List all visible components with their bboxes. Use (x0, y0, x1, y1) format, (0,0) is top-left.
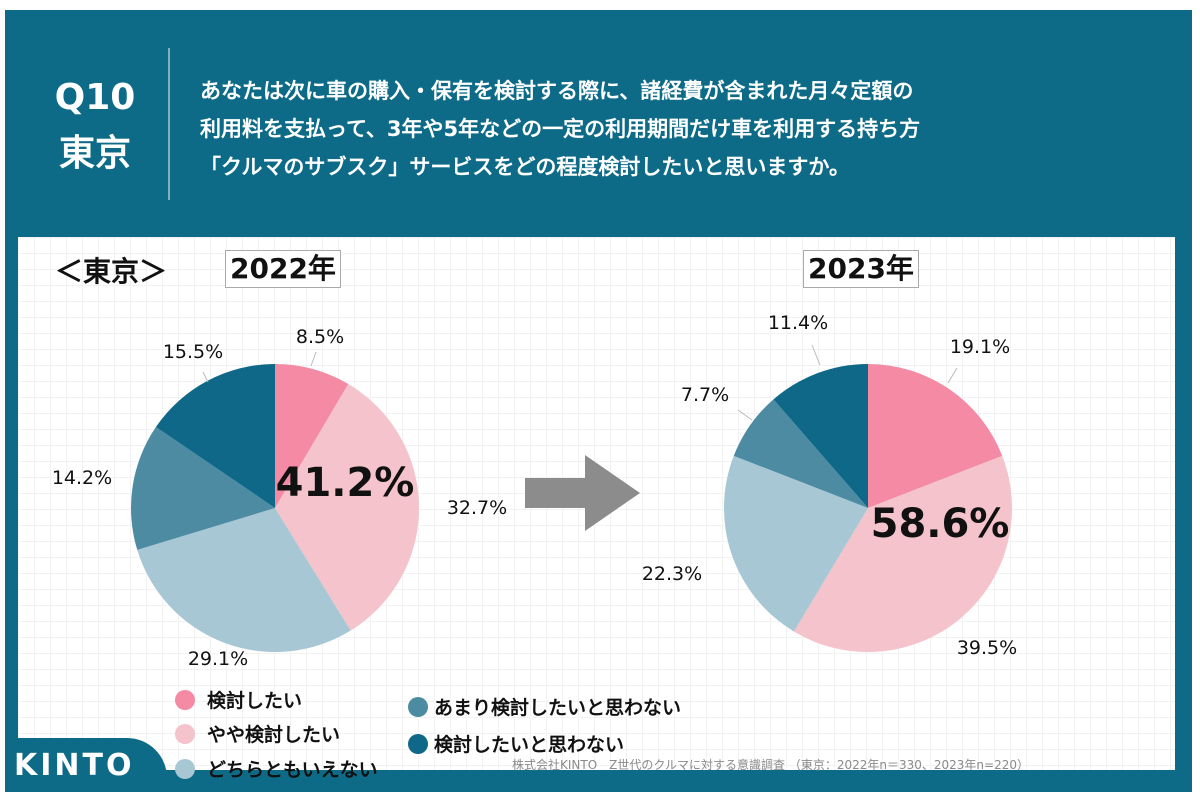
question-no: Q10 (54, 77, 136, 118)
slice-label: 11.4% (767, 312, 829, 334)
question-number: Q10 東京 (40, 70, 150, 182)
legend-dot-icon (408, 733, 428, 754)
question-region: 東京 (58, 133, 131, 174)
arrow-icon (525, 455, 640, 531)
question-text: あなたは次に車の購入・保有を検討する際に、諸経費が含まれた月々定額の 利用料を支… (200, 72, 1160, 186)
legend-label: 検討したい (207, 690, 303, 712)
kinto-logo: KINTO (14, 748, 135, 783)
pie-slice (131, 427, 275, 550)
legend-item: やや検討したい (175, 720, 340, 747)
highlight-total-2022: 41.2% (275, 460, 415, 506)
pie-slice (275, 384, 419, 631)
legend-dot-icon (175, 723, 195, 744)
pie-2023 (724, 364, 1012, 652)
region-label: ＜東京＞ (55, 255, 168, 288)
question-line: 利用料を支払って、3年や5年などの一定の利用期間だけ車を利用する持ち方 (200, 117, 921, 141)
highlight-total-2023: 58.6% (870, 501, 1010, 547)
slice-label: 39.5% (956, 637, 1018, 659)
slice-label: 15.5% (162, 341, 224, 363)
leader-lines (202, 344, 958, 421)
legend-dot-icon (175, 689, 195, 710)
pie-slice (724, 455, 868, 632)
legend-item: どちらともいえない (175, 755, 378, 782)
pie-slice (793, 455, 1012, 652)
source-note: 株式会社KINTO Z世代のクルマに対する意識調査 （東京：2022年n＝330… (512, 758, 1029, 772)
slice-label: 22.3% (641, 563, 703, 585)
pie-slice (275, 364, 349, 508)
year-2023-title: 2023年 (803, 250, 919, 288)
legend-dot-icon (408, 696, 428, 717)
pie-slice (155, 364, 275, 508)
pie-2022 (131, 364, 419, 653)
legend-dot-icon (175, 758, 195, 779)
year-2022-title: 2022年 (225, 250, 341, 288)
pie-slice (868, 364, 1003, 508)
legend-label: やや検討したい (207, 724, 341, 746)
pie-slice (137, 508, 351, 653)
legend-item: 検討したい (175, 686, 302, 713)
pie-slice (773, 364, 868, 508)
question-line: あなたは次に車の購入・保有を検討する際に、諸経費が含まれた月々定額の (200, 79, 914, 103)
pie-slice (733, 399, 868, 508)
slice-label: 29.1% (187, 648, 249, 670)
legend-label: 検討したいと思わない (434, 734, 625, 756)
logo-tab (5, 738, 167, 792)
slice-label: 7.7% (680, 384, 730, 406)
legend-label: あまり検討したいと思わない (434, 697, 682, 719)
slice-label: 19.1% (949, 336, 1011, 358)
divider (168, 48, 170, 200)
legend-label: どちらともいえない (207, 759, 378, 781)
slice-label: 32.7% (446, 497, 508, 519)
slice-label: 14.2% (51, 467, 113, 489)
slice-label: 8.5% (295, 326, 345, 348)
legend-item: 検討したいと思わない (408, 730, 624, 757)
legend-item: あまり検討したいと思わない (408, 693, 681, 720)
question-line: 「クルマのサブスク」サービスをどの程度検討したいと思いますか。 (200, 155, 850, 179)
